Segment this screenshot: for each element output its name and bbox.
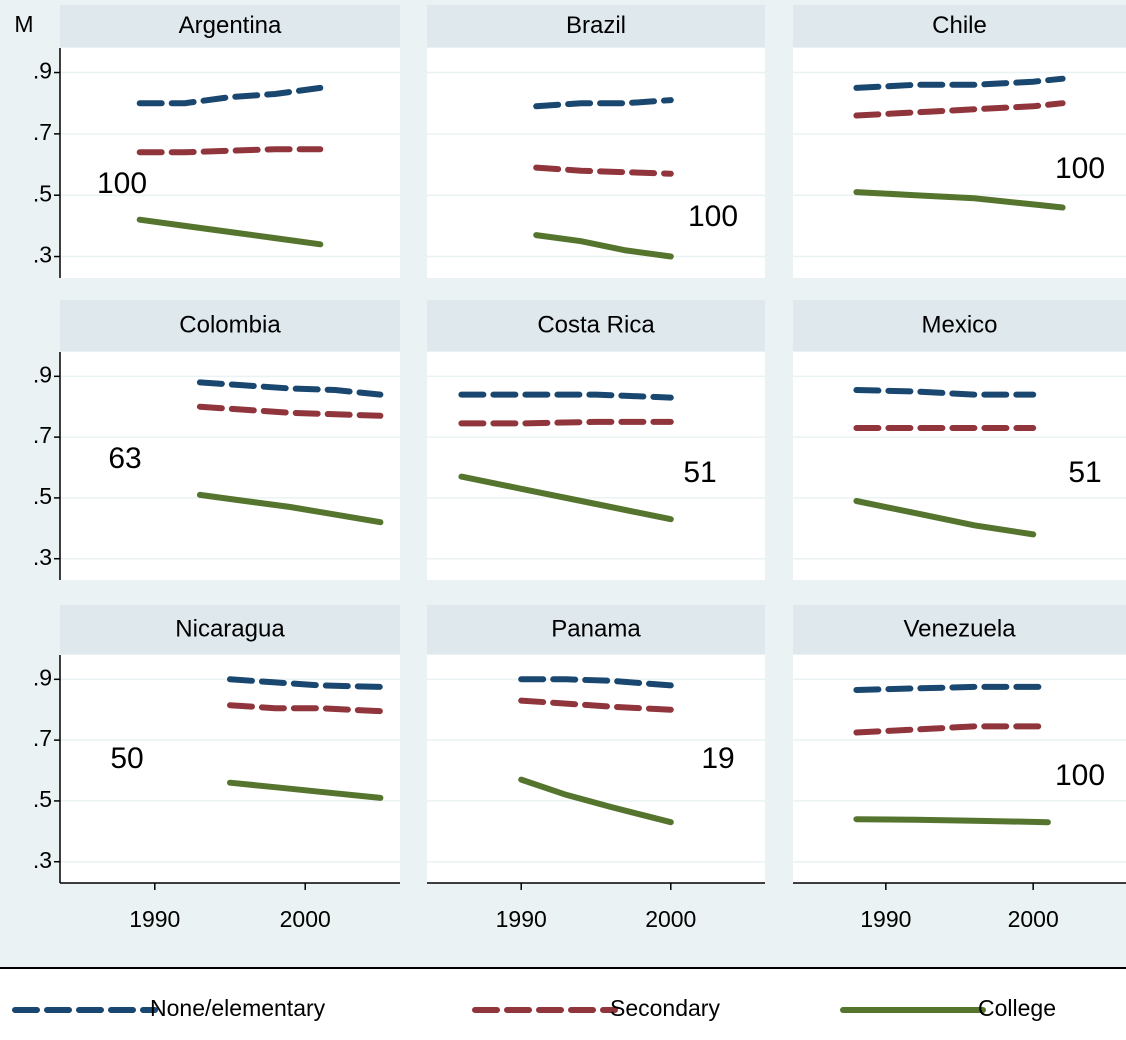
y-tick-label: .9	[33, 58, 52, 84]
series-line	[853, 498, 1037, 538]
strip	[793, 5, 1126, 47]
plot-area	[427, 352, 765, 580]
series-line	[853, 189, 1066, 211]
annotation: 19	[701, 742, 734, 775]
x-tick-label: 2000	[1008, 906, 1059, 932]
series-line	[533, 97, 674, 110]
panel-title: Mexico	[921, 311, 997, 338]
series-line	[518, 697, 674, 713]
strip	[427, 605, 765, 654]
y-tick-label: .7	[33, 725, 52, 751]
series-line	[196, 491, 384, 526]
y-tick-label: .7	[33, 422, 52, 448]
x-tick-label: 2000	[645, 906, 696, 932]
series-line	[458, 391, 674, 401]
annotation: 100	[1055, 759, 1105, 792]
series-line	[227, 779, 384, 801]
series-line	[853, 387, 1037, 398]
series-line	[853, 75, 1066, 91]
strip	[427, 300, 765, 351]
y-tick-label: .9	[33, 361, 52, 387]
series-line	[533, 164, 674, 177]
plot-area	[427, 655, 765, 883]
annotation: 50	[110, 742, 143, 775]
x-tick-label: 2000	[280, 906, 331, 932]
series-line	[533, 232, 674, 260]
y-axis-label: M	[14, 11, 33, 37]
annotation: 100	[1055, 152, 1105, 185]
annotation: 100	[688, 200, 738, 233]
plot-area	[60, 655, 400, 883]
series-line	[227, 676, 384, 690]
series-line	[196, 403, 384, 419]
panel-title: Colombia	[179, 311, 281, 338]
plot-area	[793, 352, 1126, 580]
annotation: 51	[1068, 456, 1101, 489]
legend-label: None/elementary	[150, 995, 326, 1021]
series-line	[136, 216, 324, 248]
plot-area	[793, 655, 1126, 883]
panel-title: Costa Rica	[537, 311, 655, 338]
series-line	[853, 100, 1066, 119]
annotation: 100	[97, 167, 147, 200]
annotation: 51	[683, 456, 716, 489]
panel-title: Brazil	[566, 12, 626, 39]
panel-title: Panama	[551, 615, 641, 642]
legend-label: College	[978, 995, 1056, 1021]
y-tick-label: .3	[33, 847, 52, 873]
strip	[427, 5, 765, 47]
series-line	[853, 723, 1051, 736]
series-line	[853, 683, 1051, 693]
legend-label: Secondary	[610, 995, 720, 1021]
y-tick-label: .5	[33, 786, 52, 812]
strip	[60, 5, 400, 47]
panel-title: Argentina	[179, 12, 282, 39]
panel-title: Nicaragua	[175, 615, 285, 642]
y-tick-label: .5	[33, 180, 52, 206]
series-line	[853, 816, 1051, 826]
series-line	[136, 146, 324, 156]
series-line	[458, 418, 674, 427]
plot-area	[60, 48, 400, 278]
x-tick-label: 1990	[860, 906, 911, 932]
strip	[793, 605, 1126, 654]
y-tick-label: .9	[33, 664, 52, 690]
x-tick-label: 1990	[496, 906, 547, 932]
y-tick-label: .3	[33, 544, 52, 570]
annotation: 63	[108, 442, 141, 475]
strip	[60, 300, 400, 351]
series-line	[518, 676, 674, 689]
panel-title: Chile	[932, 12, 987, 39]
y-tick-label: .3	[33, 242, 52, 268]
plot-area	[427, 48, 765, 278]
y-tick-label: .5	[33, 483, 52, 509]
series-line	[227, 702, 384, 715]
series-line	[458, 473, 674, 523]
series-line	[196, 379, 384, 398]
panel-title: Venezuela	[903, 615, 1016, 642]
y-tick-label: .7	[33, 119, 52, 145]
strip	[60, 605, 400, 654]
series-line	[518, 776, 674, 826]
x-tick-label: 1990	[129, 906, 180, 932]
series-line	[136, 84, 324, 107]
strip	[793, 300, 1126, 351]
